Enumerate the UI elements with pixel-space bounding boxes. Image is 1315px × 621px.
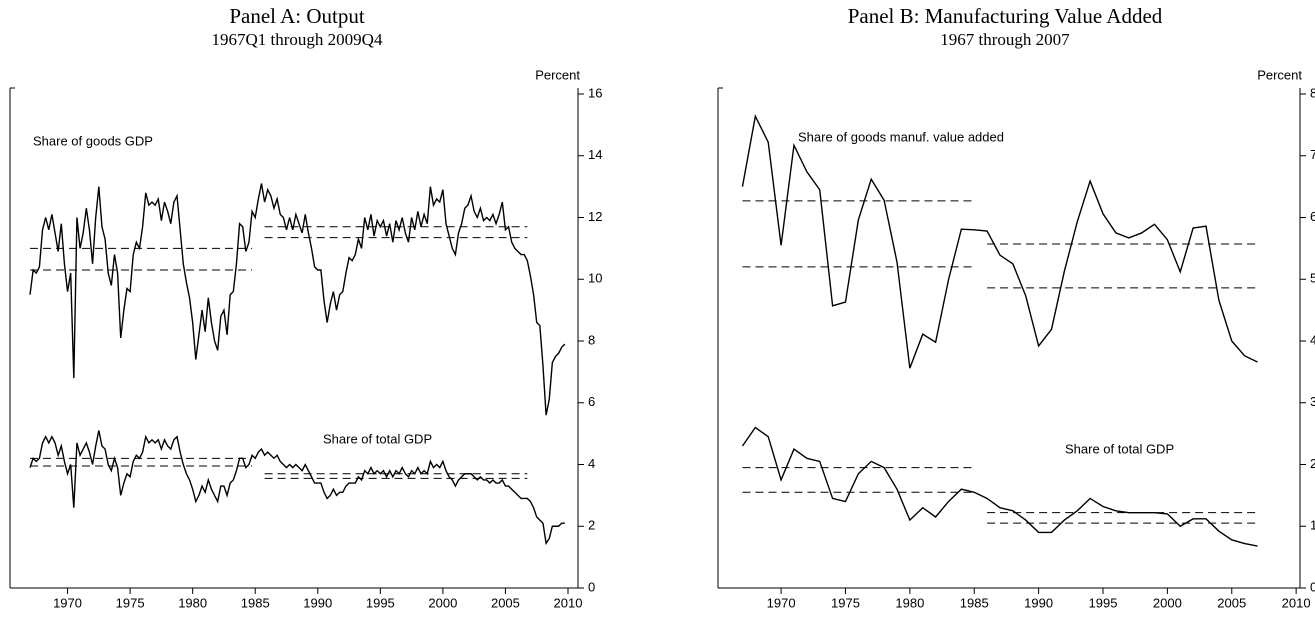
panel: Panel B: Manufacturing Value Added 1967 t… <box>717 4 1315 610</box>
x-tick-label: 1970 <box>53 595 82 610</box>
x-tick-label: 2010 <box>1282 595 1311 610</box>
panel: Panel A: Output 1967Q1 through 2009Q4 Perc… <box>9 4 602 610</box>
x-tick-label: 2010 <box>554 595 583 610</box>
series-label: Share of total GDP <box>323 431 432 446</box>
x-tick-label: 2000 <box>1153 595 1182 610</box>
y-tick-label: 0 <box>1310 579 1315 594</box>
y-tick-label: 14 <box>588 147 602 162</box>
y-tick-label: 6 <box>1310 209 1315 224</box>
x-tick-label: 1980 <box>895 595 924 610</box>
series-line <box>741 426 1258 547</box>
series-label: Share of goods manuf. value added <box>798 129 1004 144</box>
y-axis-label: Percent <box>535 67 580 82</box>
y-tick-label: 6 <box>588 394 595 409</box>
y-tick-label: 0 <box>588 579 595 594</box>
y-tick-label: 2 <box>588 518 595 533</box>
y-tick-label: 1 <box>1310 518 1315 533</box>
panel-title: Panel B: Manufacturing Value Added <box>848 4 1163 28</box>
y-tick-label: 10 <box>588 271 602 286</box>
series-line <box>741 114 1258 369</box>
x-tick-label: 1995 <box>366 595 395 610</box>
y-tick-label: 5 <box>1310 271 1315 286</box>
x-tick-label: 1975 <box>831 595 860 610</box>
y-tick-label: 4 <box>1310 332 1315 347</box>
x-tick-label: 1980 <box>178 595 207 610</box>
x-tick-label: 1985 <box>241 595 270 610</box>
y-tick-label: 16 <box>588 85 602 100</box>
series-line <box>29 430 565 546</box>
panel-title: Panel A: Output <box>229 4 364 28</box>
x-tick-label: 2000 <box>428 595 457 610</box>
panel-subtitle: 1967 through 2007 <box>940 30 1070 49</box>
panel-subtitle: 1967Q1 through 2009Q4 <box>212 30 383 49</box>
x-tick-label: 1995 <box>1089 595 1118 610</box>
y-tick-label: 8 <box>588 332 595 347</box>
y-tick-label: 8 <box>1310 85 1315 100</box>
y-tick-label: 2 <box>1310 456 1315 471</box>
series-label: Share of total GDP <box>1065 441 1174 456</box>
x-tick-label: 1990 <box>1024 595 1053 610</box>
x-tick-label: 2005 <box>491 595 520 610</box>
x-tick-label: 1975 <box>116 595 145 610</box>
y-tick-label: 12 <box>588 209 602 224</box>
y-tick-label: 3 <box>1310 394 1315 409</box>
y-tick-label: 7 <box>1310 147 1315 162</box>
x-tick-label: 1970 <box>767 595 796 610</box>
x-tick-label: 1990 <box>303 595 332 610</box>
y-axis-label: Percent <box>1257 67 1302 82</box>
y-tick-label: 4 <box>588 456 595 471</box>
x-tick-label: 2005 <box>1217 595 1246 610</box>
series-label: Share of goods GDP <box>33 133 153 148</box>
x-tick-label: 1985 <box>960 595 989 610</box>
series-line <box>29 183 566 416</box>
